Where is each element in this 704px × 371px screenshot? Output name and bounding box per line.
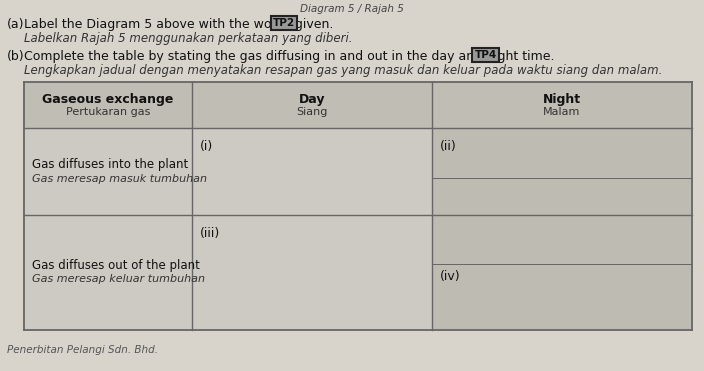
Text: Gaseous exchange: Gaseous exchange xyxy=(42,92,174,105)
Text: (i): (i) xyxy=(200,140,213,153)
Text: Pertukaran gas: Pertukaran gas xyxy=(65,107,150,117)
Text: TP4: TP4 xyxy=(474,50,497,60)
Text: Label the Diagram 5 above with the words given.: Label the Diagram 5 above with the words… xyxy=(24,18,334,31)
Text: Siang: Siang xyxy=(296,107,327,117)
Text: Penerbitan Pelangi Sdn. Bhd.: Penerbitan Pelangi Sdn. Bhd. xyxy=(7,345,158,355)
Text: Malam: Malam xyxy=(543,107,581,117)
Text: (ii): (ii) xyxy=(440,140,457,153)
Text: Night: Night xyxy=(543,92,581,105)
Text: Gas meresap masuk tumbuhan: Gas meresap masuk tumbuhan xyxy=(32,174,207,184)
Bar xyxy=(24,82,692,128)
Text: Labelkan Rajah 5 menggunakan perkataan yang diberi.: Labelkan Rajah 5 menggunakan perkataan y… xyxy=(24,32,353,45)
Text: Complete the table by stating the gas diffusing in and out in the day and night : Complete the table by stating the gas di… xyxy=(24,50,555,63)
Text: (iii): (iii) xyxy=(200,227,220,240)
Bar xyxy=(432,128,692,330)
Text: Diagram 5 / Rajah 5: Diagram 5 / Rajah 5 xyxy=(300,4,404,14)
Text: Lengkapkan jadual dengan menyatakan resapan gas yang masuk dan keluar pada waktu: Lengkapkan jadual dengan menyatakan resa… xyxy=(24,64,662,77)
Text: (a): (a) xyxy=(7,18,25,31)
Bar xyxy=(24,82,692,330)
Text: Gas meresap keluar tumbuhan: Gas meresap keluar tumbuhan xyxy=(32,275,205,285)
Text: (b): (b) xyxy=(7,50,25,63)
Text: TP2: TP2 xyxy=(273,18,295,28)
Text: Gas diffuses out of the plant: Gas diffuses out of the plant xyxy=(32,259,200,272)
Text: Gas diffuses into the plant: Gas diffuses into the plant xyxy=(32,158,188,171)
Text: (iv): (iv) xyxy=(440,270,460,283)
Text: Day: Day xyxy=(298,92,325,105)
